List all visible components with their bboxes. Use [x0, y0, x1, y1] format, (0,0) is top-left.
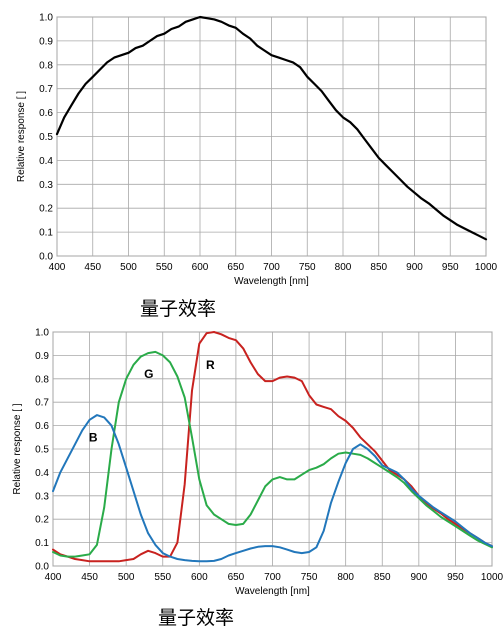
x-tick-label: 950 — [447, 572, 464, 583]
y-tick-label: 0.6 — [35, 421, 49, 432]
y-tick-label: 0.3 — [35, 491, 49, 502]
x-tick-label: 750 — [301, 572, 318, 583]
x-tick-label: 1000 — [475, 262, 498, 273]
x-axis-title: Wavelength [nm] — [235, 586, 310, 597]
x-tick-label: 1000 — [481, 572, 503, 583]
y-tick-label: 1.0 — [39, 13, 53, 24]
x-tick-label: 800 — [337, 572, 354, 583]
series-line-b — [52, 414, 493, 563]
x-tick-label: 700 — [263, 262, 280, 273]
x-tick-label: 600 — [191, 572, 208, 583]
x-tick-label: 700 — [264, 572, 281, 583]
y-tick-label: 0.4 — [39, 156, 53, 167]
series-line-g — [52, 350, 493, 558]
y-tick-label: 0.5 — [35, 445, 49, 456]
chart-caption: 量子效率 — [140, 298, 216, 320]
x-axis-title: Wavelength [nm] — [234, 276, 309, 287]
y-tick-label: 0.8 — [39, 60, 53, 71]
x-tick-label: 950 — [442, 262, 459, 273]
y-tick-label: 0.8 — [35, 374, 49, 385]
y-tick-label: 0.9 — [39, 36, 53, 47]
x-tick-label: 400 — [45, 572, 62, 583]
y-axis-title: Relative response [ ] — [16, 91, 27, 182]
y-tick-label: 0.2 — [35, 515, 49, 526]
y-axis-title: Relative response [ ] — [12, 403, 23, 494]
y-tick-label: 0.6 — [39, 108, 53, 119]
y-tick-label: 0.3 — [39, 180, 53, 191]
series-label-b: B — [89, 430, 98, 444]
x-tick-label: 500 — [120, 262, 137, 273]
y-tick-label: 0.5 — [39, 132, 53, 143]
x-tick-label: 600 — [192, 262, 209, 273]
chart-2: 400 450 500 550 600 650 700 750 800 850 900 950 1000… — [12, 328, 503, 630]
x-tick-label: 400 — [49, 262, 66, 273]
y-tick-label: 0.9 — [35, 351, 49, 362]
x-tick-label: 900 — [406, 262, 423, 273]
y-tick-label: 1.0 — [35, 328, 49, 339]
y-tick-label: 0.0 — [35, 562, 49, 573]
y-tick-label: 0.7 — [35, 398, 49, 409]
series-label-r: R — [206, 358, 215, 372]
y-tick-label: 0.0 — [39, 252, 53, 263]
y-tick-label: 0.7 — [39, 84, 53, 95]
x-tick-label: 650 — [228, 572, 245, 583]
gridlines — [56, 16, 487, 257]
chart-1: 400 450 500 550 600 650 700 750 800 850 900 950 1000… — [16, 13, 498, 321]
x-tick-label: 450 — [81, 572, 98, 583]
x-tick-label: 900 — [410, 572, 427, 583]
x-tick-label: 750 — [299, 262, 316, 273]
x-tick-label: 550 — [154, 572, 171, 583]
x-tick-label: 850 — [374, 572, 391, 583]
series-label-g: G — [144, 367, 153, 381]
x-tick-label: 850 — [370, 262, 387, 273]
x-tick-label: 500 — [118, 572, 135, 583]
x-tick-label: 550 — [156, 262, 173, 273]
y-tick-label: 0.4 — [35, 468, 49, 479]
y-tick-label: 0.2 — [39, 204, 53, 215]
series-line — [55, 15, 488, 241]
x-tick-label: 800 — [335, 262, 352, 273]
chart-caption: 量子效率 — [158, 607, 234, 629]
x-tick-label: 450 — [84, 262, 101, 273]
y-tick-label: 0.1 — [35, 538, 49, 549]
y-tick-label: 0.1 — [39, 228, 53, 239]
x-tick-label: 650 — [227, 262, 244, 273]
